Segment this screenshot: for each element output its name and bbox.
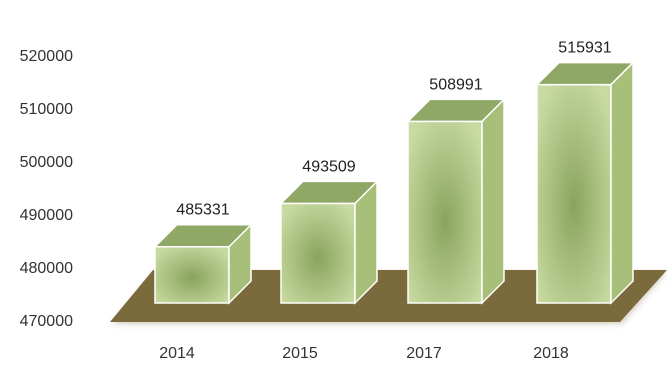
x-axis: 2014 2015 2017 2018: [159, 345, 569, 362]
bar-side: [610, 60, 634, 305]
bar-side: [481, 97, 505, 305]
bar-top: [535, 61, 635, 86]
x-tick-label: 2017: [406, 345, 442, 362]
bar-2014: 485331: [153, 202, 253, 305]
data-label: 493509: [302, 158, 355, 175]
bars: 485331 493509 508991 515931: [153, 40, 635, 305]
y-tick-label: 480000: [20, 260, 73, 277]
bar-2017: 508991: [406, 76, 506, 305]
y-tick-label: 510000: [20, 101, 73, 118]
y-tick-label: 520000: [20, 48, 73, 65]
x-tick-label: 2014: [159, 345, 195, 362]
bar-front: [154, 245, 230, 304]
y-tick-label: 490000: [20, 207, 73, 224]
bar-top: [153, 223, 253, 248]
bar-front: [536, 83, 612, 304]
bar-top: [279, 180, 379, 205]
y-tick-label: 500000: [20, 154, 73, 171]
x-tick-label: 2018: [533, 345, 569, 362]
data-label: 508991: [429, 76, 482, 93]
bar-front: [407, 120, 483, 304]
y-tick-label: 470000: [20, 313, 73, 330]
bar-top: [406, 98, 506, 123]
bar-2018: 515931: [535, 40, 635, 305]
bar-front: [280, 202, 356, 304]
y-axis: 470000 480000 490000 500000 510000 520000: [20, 48, 73, 330]
bar-2015: 493509: [279, 158, 379, 305]
x-tick-label: 2015: [282, 345, 318, 362]
data-label: 485331: [176, 202, 229, 219]
data-label: 515931: [558, 40, 611, 57]
